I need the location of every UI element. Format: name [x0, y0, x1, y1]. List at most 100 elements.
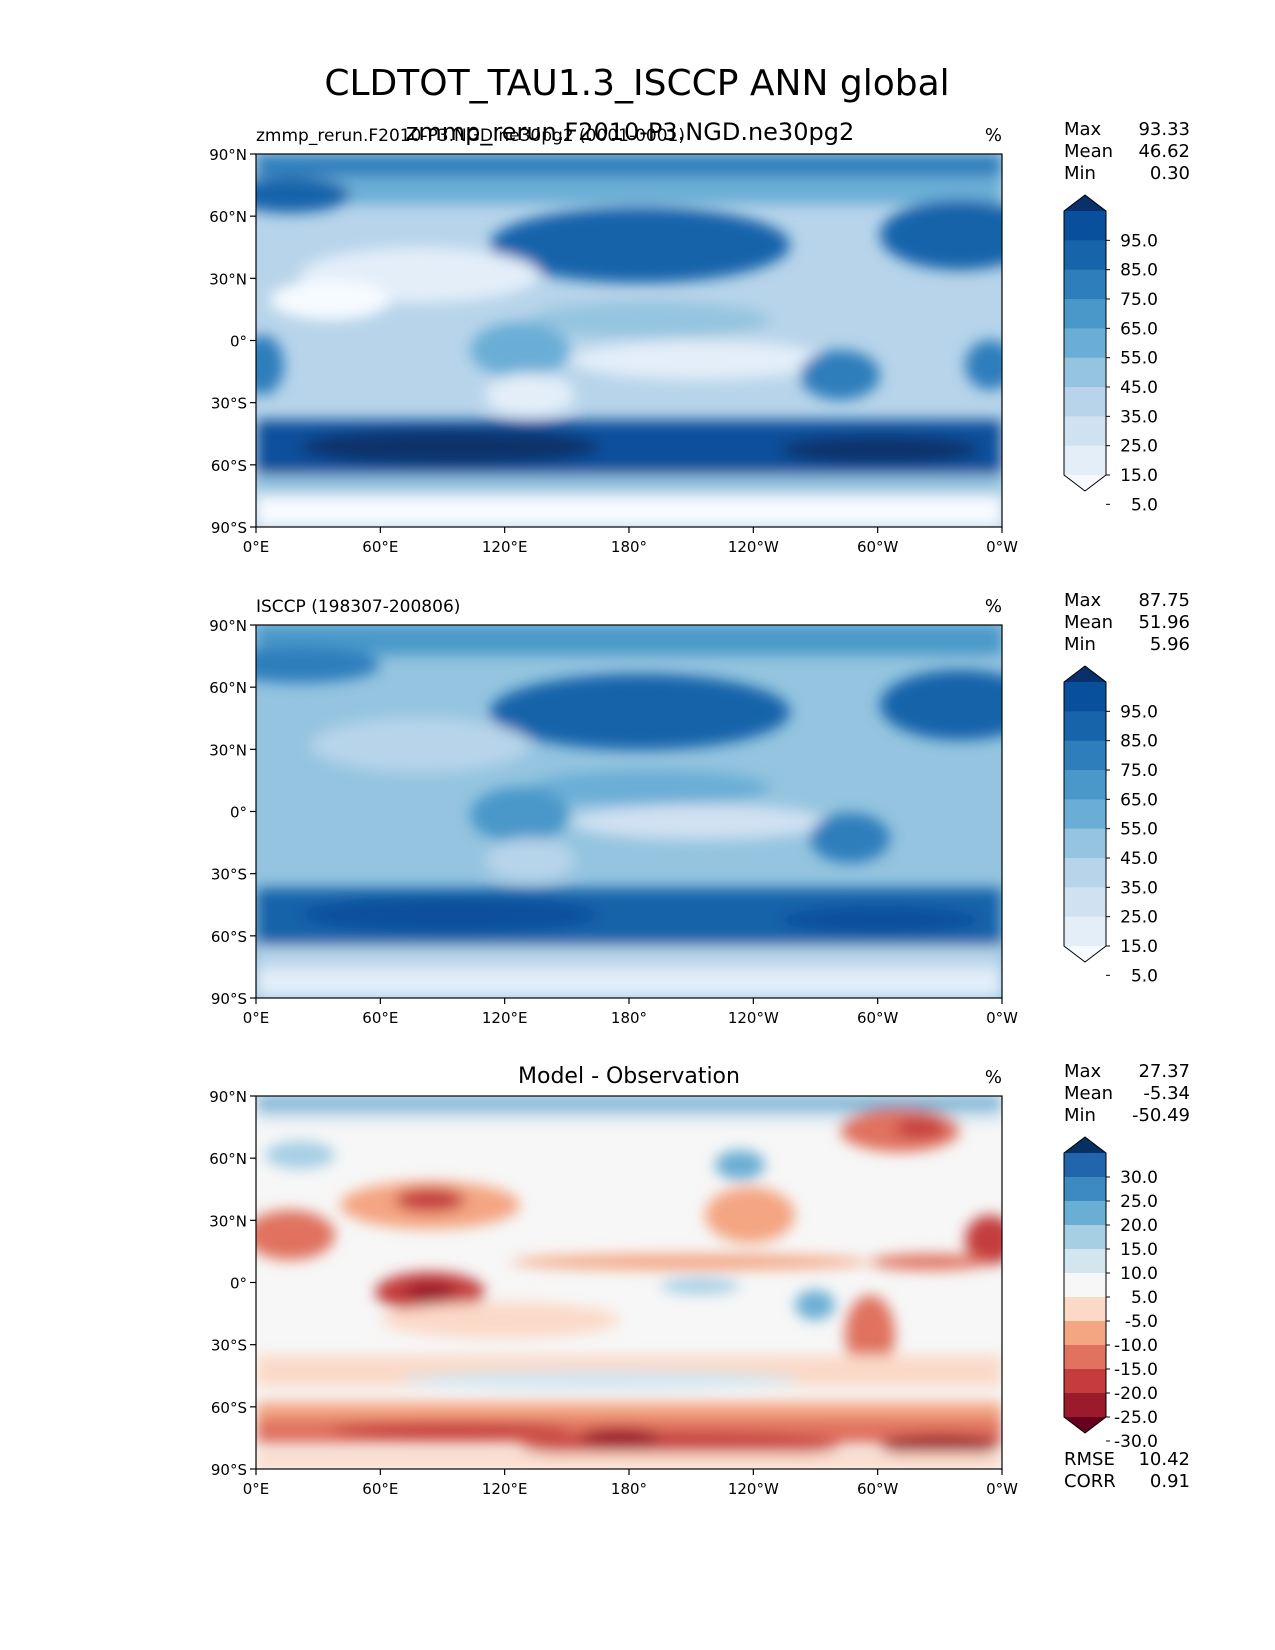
- stat-label-min: Min: [1064, 163, 1096, 184]
- colorbar-extend-min: [1064, 475, 1106, 491]
- colorbar-label: 25.0: [1120, 437, 1158, 457]
- colorbar-segment: [1064, 240, 1106, 271]
- lon-tick-label: 120°E: [482, 538, 528, 556]
- lon-tick-label: 0°W: [986, 538, 1018, 556]
- colorbar-segment: [1064, 328, 1106, 359]
- colorbar-label: 45.0: [1120, 378, 1158, 398]
- colorbar-label: 35.0: [1120, 407, 1158, 427]
- colorbar-segment: [1064, 445, 1106, 476]
- colorbar-label: 95.0: [1120, 702, 1158, 722]
- colorbar-segment: [1064, 887, 1106, 918]
- colorbar-label: 55.0: [1120, 349, 1158, 369]
- lat-tick-label: 0°: [230, 333, 247, 351]
- lon-tick-label: 0°W: [986, 1009, 1018, 1027]
- lon-tick-label: 120°E: [482, 1009, 528, 1027]
- lon-tick-label: 60°E: [362, 1480, 398, 1498]
- lon-tick-label: 60°W: [857, 1009, 899, 1027]
- colorbar-difference: 30.0 25.0 20.0 15.0 10.0 5.0 -5.0 -10.0 -15.0 -20…: [1063, 1136, 1158, 1452]
- colorbar-segment: [1064, 357, 1106, 388]
- colorbar-test: 95.0 85.0 75.0 65.0 55.0 45.0 35.0 25.0 15.0 5.0: [1063, 194, 1158, 515]
- lat-tick-label: 0°: [230, 1275, 247, 1293]
- stats-difference: Max 27.37 Mean -5.34 Min -50.49 RMSE 10.…: [1064, 1061, 1190, 1492]
- panel-difference: Model - Observation %: [209, 1061, 1190, 1498]
- lat-tick-label: 90°S: [211, 1461, 247, 1479]
- lat-ticks-test: 90°N 60°N 30°N 0° 30°S 60°S 90°S: [209, 146, 256, 537]
- colorbar-segment: [1064, 1225, 1106, 1250]
- colorbar-segment: [1064, 416, 1106, 447]
- colorbar-segment: [1064, 299, 1106, 329]
- panel-reference-units: %: [985, 596, 1002, 617]
- stat-value-corr: 0.91: [1150, 1471, 1190, 1492]
- stats-test: Max 93.33 Mean 46.62 Min 0.30: [1064, 119, 1190, 184]
- lon-tick-label: 180°: [611, 538, 647, 556]
- colorbar-reference: 95.0 85.0 75.0 65.0 55.0 45.0 35.0 25.0 15.0 5.0: [1063, 665, 1158, 986]
- colorbar-segment: [1064, 1345, 1106, 1370]
- lat-tick-label: 30°N: [209, 270, 247, 288]
- lat-tick-label: 60°S: [211, 1399, 247, 1417]
- colorbar-segment: [1064, 211, 1106, 241]
- panel-test-units: %: [985, 125, 1002, 146]
- stat-label-corr: CORR: [1064, 1471, 1116, 1492]
- colorbar-label: 75.0: [1120, 290, 1158, 310]
- colorbar-label: 20.0: [1120, 1216, 1158, 1236]
- colorbar-label: 35.0: [1120, 878, 1158, 898]
- colorbar-label: 5.0: [1131, 1288, 1158, 1308]
- colorbar-label: -10.0: [1114, 1336, 1158, 1356]
- lon-ticks-test: 0°E 60°E 120°E 180° 120°W 60°W 0°W: [243, 527, 1018, 556]
- stat-label-min: Min: [1064, 634, 1096, 655]
- lon-tick-label: 60°E: [362, 1009, 398, 1027]
- stat-label-min: Min: [1064, 1105, 1096, 1126]
- map-difference: [256, 1096, 1002, 1469]
- panel-test-left-title: zmmp_rerun.F2010-P3.NGD.ne30pg2 (0001-00…: [256, 126, 685, 146]
- colorbar-label: 25.0: [1120, 908, 1158, 928]
- lon-tick-label: 180°: [611, 1009, 647, 1027]
- lat-tick-label: 60°N: [209, 208, 247, 226]
- colorbar-segment: [1064, 1369, 1106, 1394]
- colorbar-label: -25.0: [1114, 1408, 1158, 1428]
- lat-tick-label: 30°S: [211, 866, 247, 884]
- lat-tick-label: 30°S: [211, 1337, 247, 1355]
- colorbar-label: 25.0: [1120, 1192, 1158, 1212]
- colorbar-label: 85.0: [1120, 732, 1158, 752]
- colorbar-label: 5.0: [1131, 966, 1158, 986]
- lat-tick-label: 90°S: [211, 519, 247, 537]
- colorbar-segment: [1064, 1273, 1106, 1298]
- panel-test: zmmp_rerun.F2010-P3.NGD.ne30pg2 (0001-00…: [209, 119, 1190, 556]
- lat-tick-label: 90°N: [209, 617, 247, 635]
- lat-ticks-reference: 90°N 60°N 30°N 0° 30°S 60°S 90°S: [209, 617, 256, 1008]
- colorbar-label: 65.0: [1120, 790, 1158, 810]
- colorbar-segment: [1064, 682, 1106, 712]
- stat-value-min: -50.49: [1132, 1105, 1190, 1126]
- lon-tick-label: 0°W: [986, 1480, 1018, 1498]
- lon-tick-label: 60°W: [857, 1480, 899, 1498]
- stat-value-max: 27.37: [1138, 1061, 1190, 1082]
- colorbar-label: 95.0: [1120, 231, 1158, 251]
- stat-value-mean: 46.62: [1138, 141, 1190, 162]
- lat-tick-label: 30°N: [209, 741, 247, 759]
- stats-reference: Max 87.75 Mean 51.96 Min 5.96: [1064, 590, 1190, 655]
- colorbar-segment: [1064, 1321, 1106, 1346]
- colorbar-label: 5.0: [1131, 495, 1158, 515]
- lon-tick-label: 120°E: [482, 1480, 528, 1498]
- lat-tick-label: 90°S: [211, 990, 247, 1008]
- colorbar-segment: [1064, 1201, 1106, 1226]
- stat-value-min: 0.30: [1150, 163, 1190, 184]
- stat-value-max: 87.75: [1138, 590, 1190, 611]
- lon-tick-label: 120°W: [728, 538, 779, 556]
- colorbar-extend-max: [1064, 666, 1106, 682]
- colorbar-segment: [1064, 269, 1106, 300]
- colorbar-segment: [1064, 770, 1106, 800]
- lon-tick-label: 60°W: [857, 538, 899, 556]
- colorbar-segment: [1064, 1153, 1106, 1178]
- lon-tick-label: 0°E: [243, 538, 270, 556]
- colorbar-label: -5.0: [1125, 1312, 1158, 1332]
- lon-tick-label: 120°W: [728, 1480, 779, 1498]
- stat-value-mean: 51.96: [1138, 612, 1190, 633]
- lat-tick-label: 90°N: [209, 146, 247, 164]
- figure-title: CLDTOT_TAU1.3_ISCCP ANN global: [324, 63, 949, 104]
- stat-label-mean: Mean: [1064, 141, 1113, 162]
- colorbar-label: 55.0: [1120, 820, 1158, 840]
- stat-value-mean: -5.34: [1143, 1083, 1190, 1104]
- colorbar-segment: [1064, 1297, 1106, 1322]
